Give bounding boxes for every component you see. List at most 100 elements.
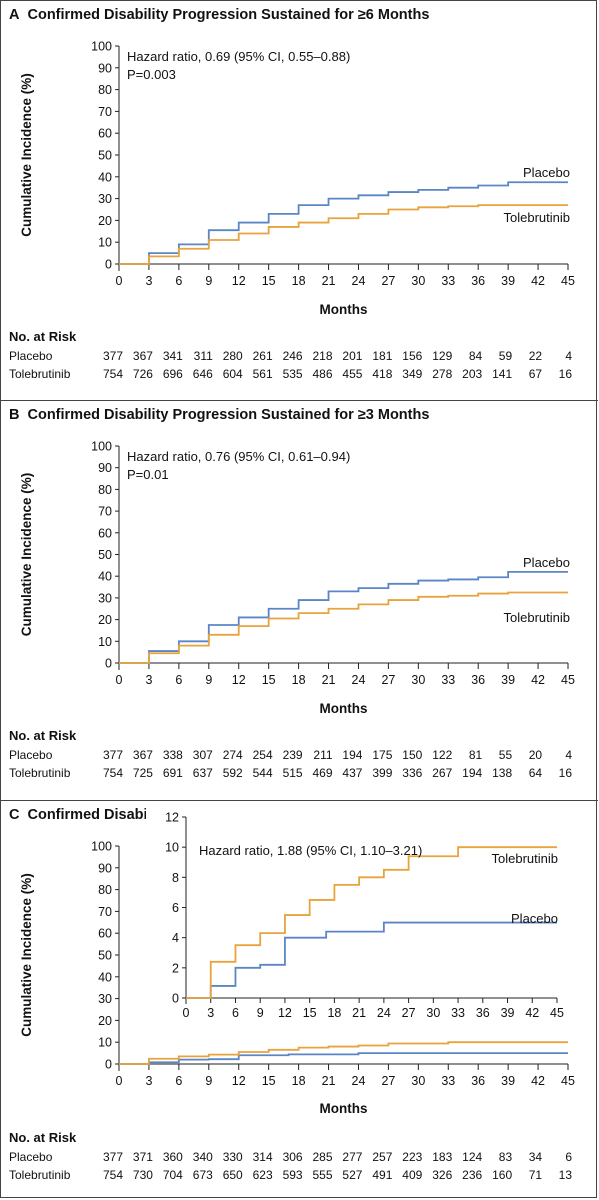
panel-c-inset-y-tick-label: 6 <box>172 901 179 915</box>
panel-c-risk-value: 491 <box>372 1168 393 1182</box>
panel-c-x-tick-label: 18 <box>292 1074 306 1088</box>
panel-a-letter: A <box>9 7 20 23</box>
panel-b-x-tick-label: 36 <box>471 673 485 687</box>
panel-c-x-tick-label: 15 <box>262 1074 276 1088</box>
panel-a-risk-value: 59 <box>498 349 513 363</box>
panel-b-risk-value: 254 <box>252 748 273 762</box>
panel-b-x-tick-label: 6 <box>175 673 182 687</box>
panel-b-risk-value: 64 <box>528 766 543 780</box>
panel-c-risk-value: 257 <box>372 1150 393 1164</box>
panel-a-y-tick-label: 100 <box>91 40 112 54</box>
panel-b-x-tick-label: 12 <box>232 673 246 687</box>
panel-b-y-tick-label: 0 <box>105 657 112 671</box>
panel-c-risk-value: 555 <box>312 1168 333 1182</box>
panel-b-x-tick-label: 9 <box>205 673 212 687</box>
panel-a: A Confirmed Disability Progression Sustai… <box>1 1 598 400</box>
panel-c-risk-value: 124 <box>462 1150 483 1164</box>
panel-c-inset-x-tick-label: 30 <box>426 1006 440 1020</box>
panel-c-risk-value: 409 <box>402 1168 423 1182</box>
panel-c-risk-value: 277 <box>342 1150 363 1164</box>
panel-c-series-tolebrutinib-line <box>119 1041 568 1065</box>
panel-c-inset-x-tick-label: 36 <box>476 1006 490 1020</box>
panel-b: B Confirmed Disability Progression Sustai… <box>1 401 598 800</box>
panel-b-y-tick-label: 70 <box>98 505 112 519</box>
panel-a-series-tolebrutinib-line <box>119 204 568 265</box>
panel-b-y-tick-label: 50 <box>98 548 112 562</box>
panel-c-risk-value: 673 <box>192 1168 213 1182</box>
panel-a-risk-value: 604 <box>222 367 243 381</box>
panel-c-risk-label-placebo: Placebo <box>9 1150 53 1164</box>
panel-a-risk-value: 696 <box>162 367 183 381</box>
panel-a-x-tick-label: 9 <box>205 274 212 288</box>
panel-c-inset-x-tick-label: 0 <box>183 1006 190 1020</box>
panel-b-risk-value: 138 <box>492 766 513 780</box>
panel-c-inset-y-tick-label: 10 <box>165 841 179 855</box>
panel-b-y-tick-label: 10 <box>98 635 112 649</box>
panel-a-risk-value: 367 <box>132 349 153 363</box>
panel-a-x-tick-label: 24 <box>352 274 366 288</box>
panel-b-risk-value: 437 <box>342 766 363 780</box>
panel-c-inset-series-placebo-label: Placebo <box>511 911 558 926</box>
panel-b-y-tick-label: 60 <box>98 526 112 540</box>
panel-c-x-tick-label: 3 <box>145 1074 152 1088</box>
panel-b-y-tick-label: 80 <box>98 483 112 497</box>
panel-a-x-tick-label: 42 <box>531 274 545 288</box>
panel-c-x-tick-label: 30 <box>411 1074 425 1088</box>
panel-c-inset-series-tolebrutinib-line <box>186 846 557 999</box>
panel-b-risk-value: 399 <box>372 766 393 780</box>
panel-a-risk-value: 201 <box>342 349 363 363</box>
panel-a-risk-value: 218 <box>312 349 333 363</box>
panel-c-inset-x-tick-label: 15 <box>303 1006 317 1020</box>
panel-a-risk-value: 418 <box>372 367 393 381</box>
panel-a-x-tick-label: 45 <box>561 274 575 288</box>
panel-a-risk-value: 67 <box>528 367 543 381</box>
panel-c-risk-value: 754 <box>102 1168 123 1182</box>
panel-a-series-placebo-label: Placebo <box>523 165 570 180</box>
panel-c-risk-value: 34 <box>528 1150 543 1164</box>
panel-b-risk-value: 122 <box>432 748 453 762</box>
panel-a-x-tick-label: 6 <box>175 274 182 288</box>
panel-a-risk-value: 646 <box>192 367 213 381</box>
panel-b-series-placebo-label: Placebo <box>523 555 570 570</box>
panel-c-risk-value: 650 <box>222 1168 243 1182</box>
panel-a-risk-value: 754 <box>102 367 123 381</box>
panel-c-risk-value: 183 <box>432 1150 453 1164</box>
panel-b-risk-value: 336 <box>402 766 423 780</box>
panel-b-x-tick-label: 27 <box>381 673 395 687</box>
panel-a-y-tick-label: 20 <box>98 214 112 228</box>
panel-c-y-tick-label: 90 <box>98 861 112 875</box>
panel-a-y-tick-label: 40 <box>98 170 112 184</box>
panel-b-risk-value: 150 <box>402 748 423 762</box>
panel-a-y-tick-label: 90 <box>98 61 112 75</box>
panel-c-risk-value: 704 <box>162 1168 183 1182</box>
panel-b-x-tick-label: 45 <box>561 673 575 687</box>
panel-b-x-tick-label: 0 <box>116 673 123 687</box>
panel-b-x-tick-label: 18 <box>292 673 306 687</box>
panel-c-x-tick-label: 0 <box>116 1074 123 1088</box>
panel-a-y-tick-label: 10 <box>98 236 112 250</box>
panel-b-risk-value: 81 <box>468 748 483 762</box>
panel-c-risk-value: 285 <box>312 1150 333 1164</box>
panel-b-y-tick-label: 40 <box>98 570 112 584</box>
panel-c-inset-background <box>146 807 567 1033</box>
panel-a-series-tolebrutinib-label: Tolebrutinib <box>504 210 571 225</box>
panel-a-y-tick-label: 70 <box>98 105 112 119</box>
panel-c-risk-value: 330 <box>222 1150 243 1164</box>
panel-b-risk-value: 55 <box>498 748 513 762</box>
panel-c-x-tick-label: 39 <box>501 1074 515 1088</box>
panel-c-risk-value: 236 <box>462 1168 483 1182</box>
panel-b-risk-value: 592 <box>222 766 243 780</box>
panel-b-series-tolebrutinib-label: Tolebrutinib <box>504 610 571 625</box>
panel-c-y-tick-label: 80 <box>98 883 112 897</box>
panel-b-y-axis-label: Cumulative Incidence (%) <box>19 473 34 637</box>
panel-c-risk-value: 83 <box>498 1150 513 1164</box>
panel-a-title: A Confirmed Disability Progression Sustai… <box>9 7 429 23</box>
panel-b-risk-label-placebo: Placebo <box>9 748 53 762</box>
panel-a-series-placebo-line <box>119 181 568 265</box>
panel-a-x-tick-label: 33 <box>441 274 455 288</box>
panel-c-letter: C <box>9 807 20 823</box>
panel-c-risk-value: 306 <box>282 1150 303 1164</box>
panel-b-series-tolebrutinib-line <box>119 591 568 664</box>
panel-c-risk-value: 71 <box>528 1168 543 1182</box>
